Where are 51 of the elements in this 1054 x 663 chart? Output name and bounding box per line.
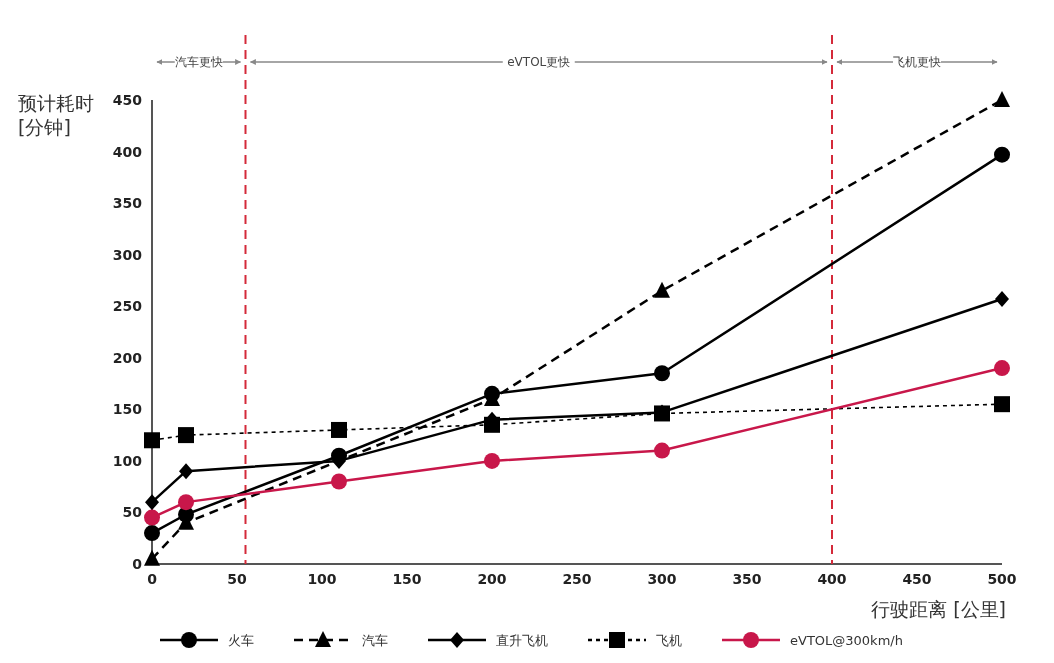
x-tick-label: 50 [227, 571, 247, 587]
x-tick-label: 300 [647, 571, 677, 587]
x-tick-label: 400 [817, 571, 847, 587]
point [178, 494, 194, 511]
y-tick-label: 0 [132, 556, 143, 572]
y-tick-label: 200 [112, 349, 143, 366]
legend-label: eVTOL@300km/h [790, 633, 903, 648]
x-tick-label: 450 [902, 571, 932, 587]
text: eVTOL更快 [507, 55, 571, 69]
y-axis-title: 预计耗时 [分钟] [18, 92, 94, 138]
x-tick-label: 200 [477, 571, 507, 587]
y-tick-label: 300 [112, 246, 143, 263]
x-tick-label: 100 [307, 571, 337, 587]
legend-label: 飞机 [656, 633, 682, 648]
text: 汽车更快 [174, 55, 223, 69]
point [144, 525, 160, 542]
point [994, 146, 1010, 163]
point [179, 463, 193, 480]
legend-label: 汽车 [362, 633, 388, 648]
y-tick-label: 150 [112, 401, 143, 418]
x-tick-label: 150 [392, 571, 422, 587]
x-axis-title: 行驶距离 [公里] [871, 598, 1006, 620]
point [144, 509, 160, 526]
point [145, 494, 159, 511]
x-tick-label: 0 [147, 571, 158, 587]
x-tick-label: 500 [987, 571, 1017, 587]
point [994, 91, 1010, 107]
point [995, 291, 1009, 307]
point [331, 473, 347, 490]
point [144, 549, 160, 566]
y-tick-label: 50 [122, 504, 143, 521]
x-tick-label: 250 [562, 571, 592, 587]
legend-label: 火车 [228, 633, 254, 648]
y-tick-label: 450 [112, 92, 143, 108]
point [178, 427, 194, 444]
legend-label: 直升飞机 [496, 633, 548, 648]
point [994, 360, 1010, 377]
point [654, 281, 670, 298]
point [994, 396, 1010, 413]
text: 飞机更快 [893, 55, 941, 69]
point [144, 432, 160, 449]
point [484, 416, 500, 433]
point [654, 442, 670, 459]
point [654, 365, 670, 382]
y-tick-label: 100 [112, 452, 143, 469]
x-tick-label: 350 [732, 571, 762, 587]
point [484, 452, 500, 469]
point [331, 421, 347, 438]
y-tick-label: 350 [112, 195, 143, 212]
y-tick-label: 400 [112, 143, 143, 160]
y-tick-label: 250 [112, 298, 143, 315]
